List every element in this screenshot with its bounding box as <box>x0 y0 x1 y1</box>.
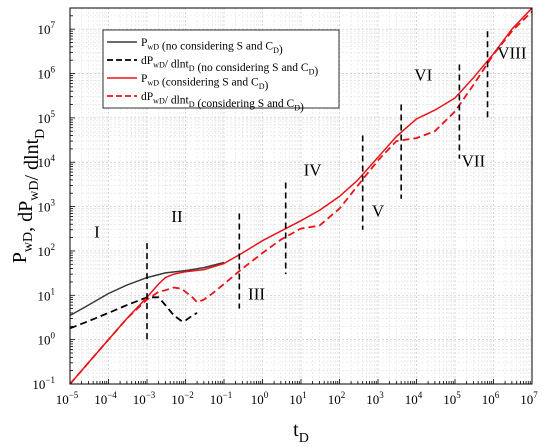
region-label: III <box>248 285 265 304</box>
x-tick-label: 105 <box>443 390 461 407</box>
region-label: IV <box>304 161 323 180</box>
legend-box <box>102 29 340 109</box>
y-tick-label: 102 <box>38 242 56 259</box>
x-tick-label: 106 <box>482 390 500 407</box>
x-tick-label: 104 <box>405 390 423 407</box>
x-axis-title: tD <box>293 419 309 446</box>
y-tick-labels: 10−1 100 101 102 103 104 105 106 107 <box>32 20 55 392</box>
region-label: II <box>171 207 183 226</box>
region-label: VIII <box>497 43 527 62</box>
legend-entry: PwD (considering S and CD) <box>141 73 269 92</box>
series-line-2 <box>69 296 198 330</box>
y-tick-label: 105 <box>38 109 56 126</box>
y-tick-label: 107 <box>38 20 56 37</box>
legend: PwD (no considering S and CD)dPwD/ dlntD… <box>102 29 340 113</box>
y-tick-label: 101 <box>38 286 56 303</box>
region-label: V <box>372 201 385 220</box>
x-tick-label: 100 <box>251 390 269 407</box>
y-tick-label: 106 <box>38 65 56 82</box>
region-label: I <box>94 223 100 242</box>
x-tick-label: 10−4 <box>94 390 117 407</box>
legend-entry: dPwD/ dlntD (no considering S and CD) <box>141 55 318 77</box>
y-tick-label: 10−1 <box>32 375 55 392</box>
x-tick-label: 107 <box>520 390 538 407</box>
x-tick-label: 102 <box>328 390 346 407</box>
x-tick-label: 10−5 <box>56 390 79 407</box>
series-line-4 <box>69 10 533 385</box>
axis-ticks <box>69 7 533 385</box>
x-tick-label: 10−2 <box>171 390 194 407</box>
legend-entry: dPwD/ dlntD (considering S and CD) <box>141 91 304 113</box>
x-tick-label: 103 <box>366 390 384 407</box>
region-label: VII <box>462 152 486 171</box>
y-tick-label: 100 <box>38 331 56 348</box>
y-tick-label: 103 <box>38 198 56 215</box>
x-tick-label: 10−3 <box>133 390 156 407</box>
x-tick-label: 10−1 <box>210 390 233 407</box>
region-boundaries <box>146 31 489 340</box>
y-axis-title: PwD, dPwD/ dlntD <box>9 129 48 264</box>
series-line-3 <box>69 7 533 385</box>
region-label: VI <box>414 65 432 84</box>
y-tick-label: 104 <box>38 153 56 170</box>
x-tick-label: 101 <box>289 390 307 407</box>
legend-entry: PwD (no considering S and CD) <box>141 37 283 56</box>
x-tick-labels: 10−5 10−4 10−3 10−2 10−1 100 101 102 103 104 105 10… <box>56 390 539 407</box>
